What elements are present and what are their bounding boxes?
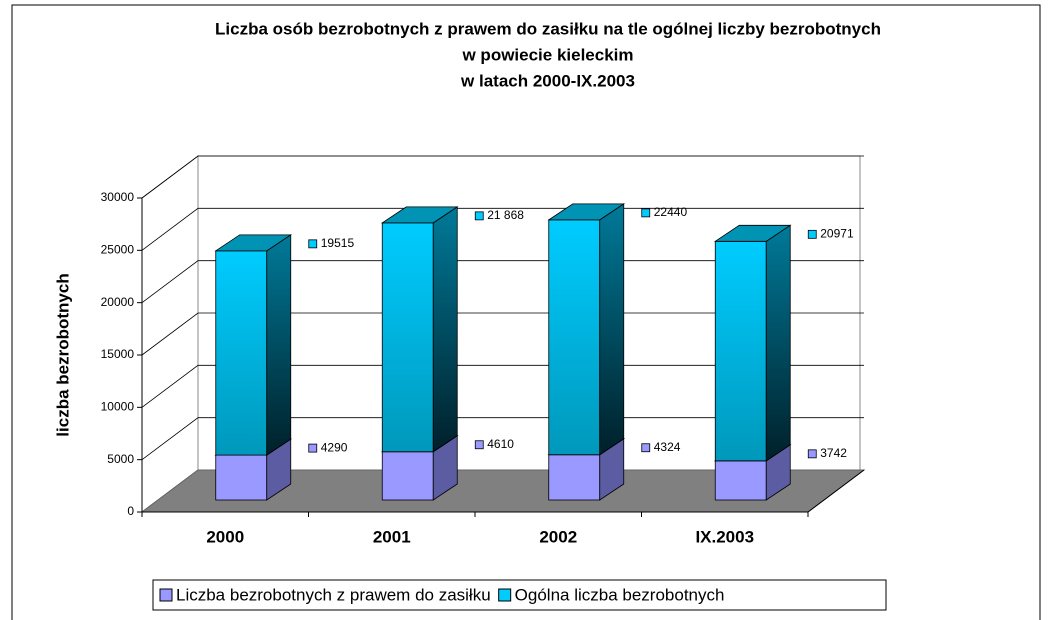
- legend: [152, 579, 887, 611]
- grid-line: [141, 312, 864, 356]
- value-label-key: [807, 229, 817, 239]
- value-label-key: [641, 443, 651, 453]
- y-tick-label: 20000: [101, 295, 135, 309]
- chart-title: Liczba osób bezrobotnych z prawem do zas…: [215, 19, 881, 38]
- value-label: 20971: [820, 227, 854, 241]
- x-tick-label: 2001: [373, 527, 411, 546]
- value-label: 19515: [321, 236, 355, 250]
- grid-line: [141, 417, 864, 460]
- bar-front: [548, 219, 601, 456]
- x-axis-depth: [807, 469, 865, 513]
- value-label-key: [474, 211, 484, 221]
- bar-side: [432, 206, 458, 453]
- bar-top: [380, 206, 459, 224]
- plot-area: [140, 155, 866, 513]
- bar-side: [765, 224, 791, 462]
- value-label: 4324: [654, 440, 681, 454]
- grid-line: [141, 260, 864, 303]
- bar-top: [547, 203, 626, 221]
- value-label-key: [807, 449, 817, 459]
- grid-line: [141, 155, 864, 199]
- legend-key: [159, 588, 173, 602]
- y-axis-label: liczba bezrobotnych: [53, 273, 72, 436]
- bar-segment: [547, 437, 626, 501]
- bar-segment: [713, 224, 792, 462]
- legend-label: Ogólna liczba bezrobotnych: [515, 585, 725, 604]
- value-label: 21 868: [487, 208, 524, 222]
- bar-segment: [547, 203, 626, 456]
- bar-top: [214, 234, 293, 252]
- bar-segment: [380, 206, 459, 453]
- value-label: 3742: [820, 446, 847, 460]
- chart-title: w latach 2000-IX.2003: [460, 71, 635, 90]
- bar-front: [381, 451, 434, 501]
- value-label-key: [308, 239, 318, 249]
- bar-side: [266, 234, 292, 456]
- bar-front: [714, 460, 767, 501]
- chart-title: w powiecie kieleckim: [461, 45, 633, 64]
- bar-front: [215, 454, 268, 501]
- bar-segment: [214, 234, 293, 456]
- grid-line: [141, 207, 864, 251]
- grid-line: [141, 364, 864, 408]
- value-label-key: [474, 440, 484, 450]
- x-tick-label: IX.2003: [695, 527, 754, 546]
- bar-front: [714, 240, 767, 462]
- bar-front: [381, 222, 434, 453]
- bar-top: [713, 224, 792, 242]
- legend-key: [498, 588, 512, 602]
- bar-side: [599, 203, 625, 456]
- legend-label: Liczba bezrobotnych z prawem do zasiłku: [176, 585, 491, 604]
- value-label: 4610: [487, 437, 514, 451]
- y-tick-label: 10000: [101, 400, 135, 414]
- y-tick-label: 0: [127, 504, 134, 518]
- value-label: 4290: [321, 440, 348, 454]
- y-tick-label: 30000: [101, 190, 135, 204]
- y-tick-label: 15000: [101, 347, 135, 361]
- bar-front: [215, 250, 268, 456]
- y-tick-label: 25000: [101, 243, 135, 257]
- x-tick-label: 2002: [539, 527, 577, 546]
- x-tick-label: 2000: [206, 527, 244, 546]
- bar-front: [548, 454, 601, 501]
- title: Liczba osób bezrobotnych z prawem do zas…: [215, 19, 881, 90]
- y-tick-label: 5000: [107, 452, 134, 466]
- value-label: 22440: [654, 205, 688, 219]
- value-label-key: [308, 443, 318, 453]
- value-label-key: [641, 208, 651, 218]
